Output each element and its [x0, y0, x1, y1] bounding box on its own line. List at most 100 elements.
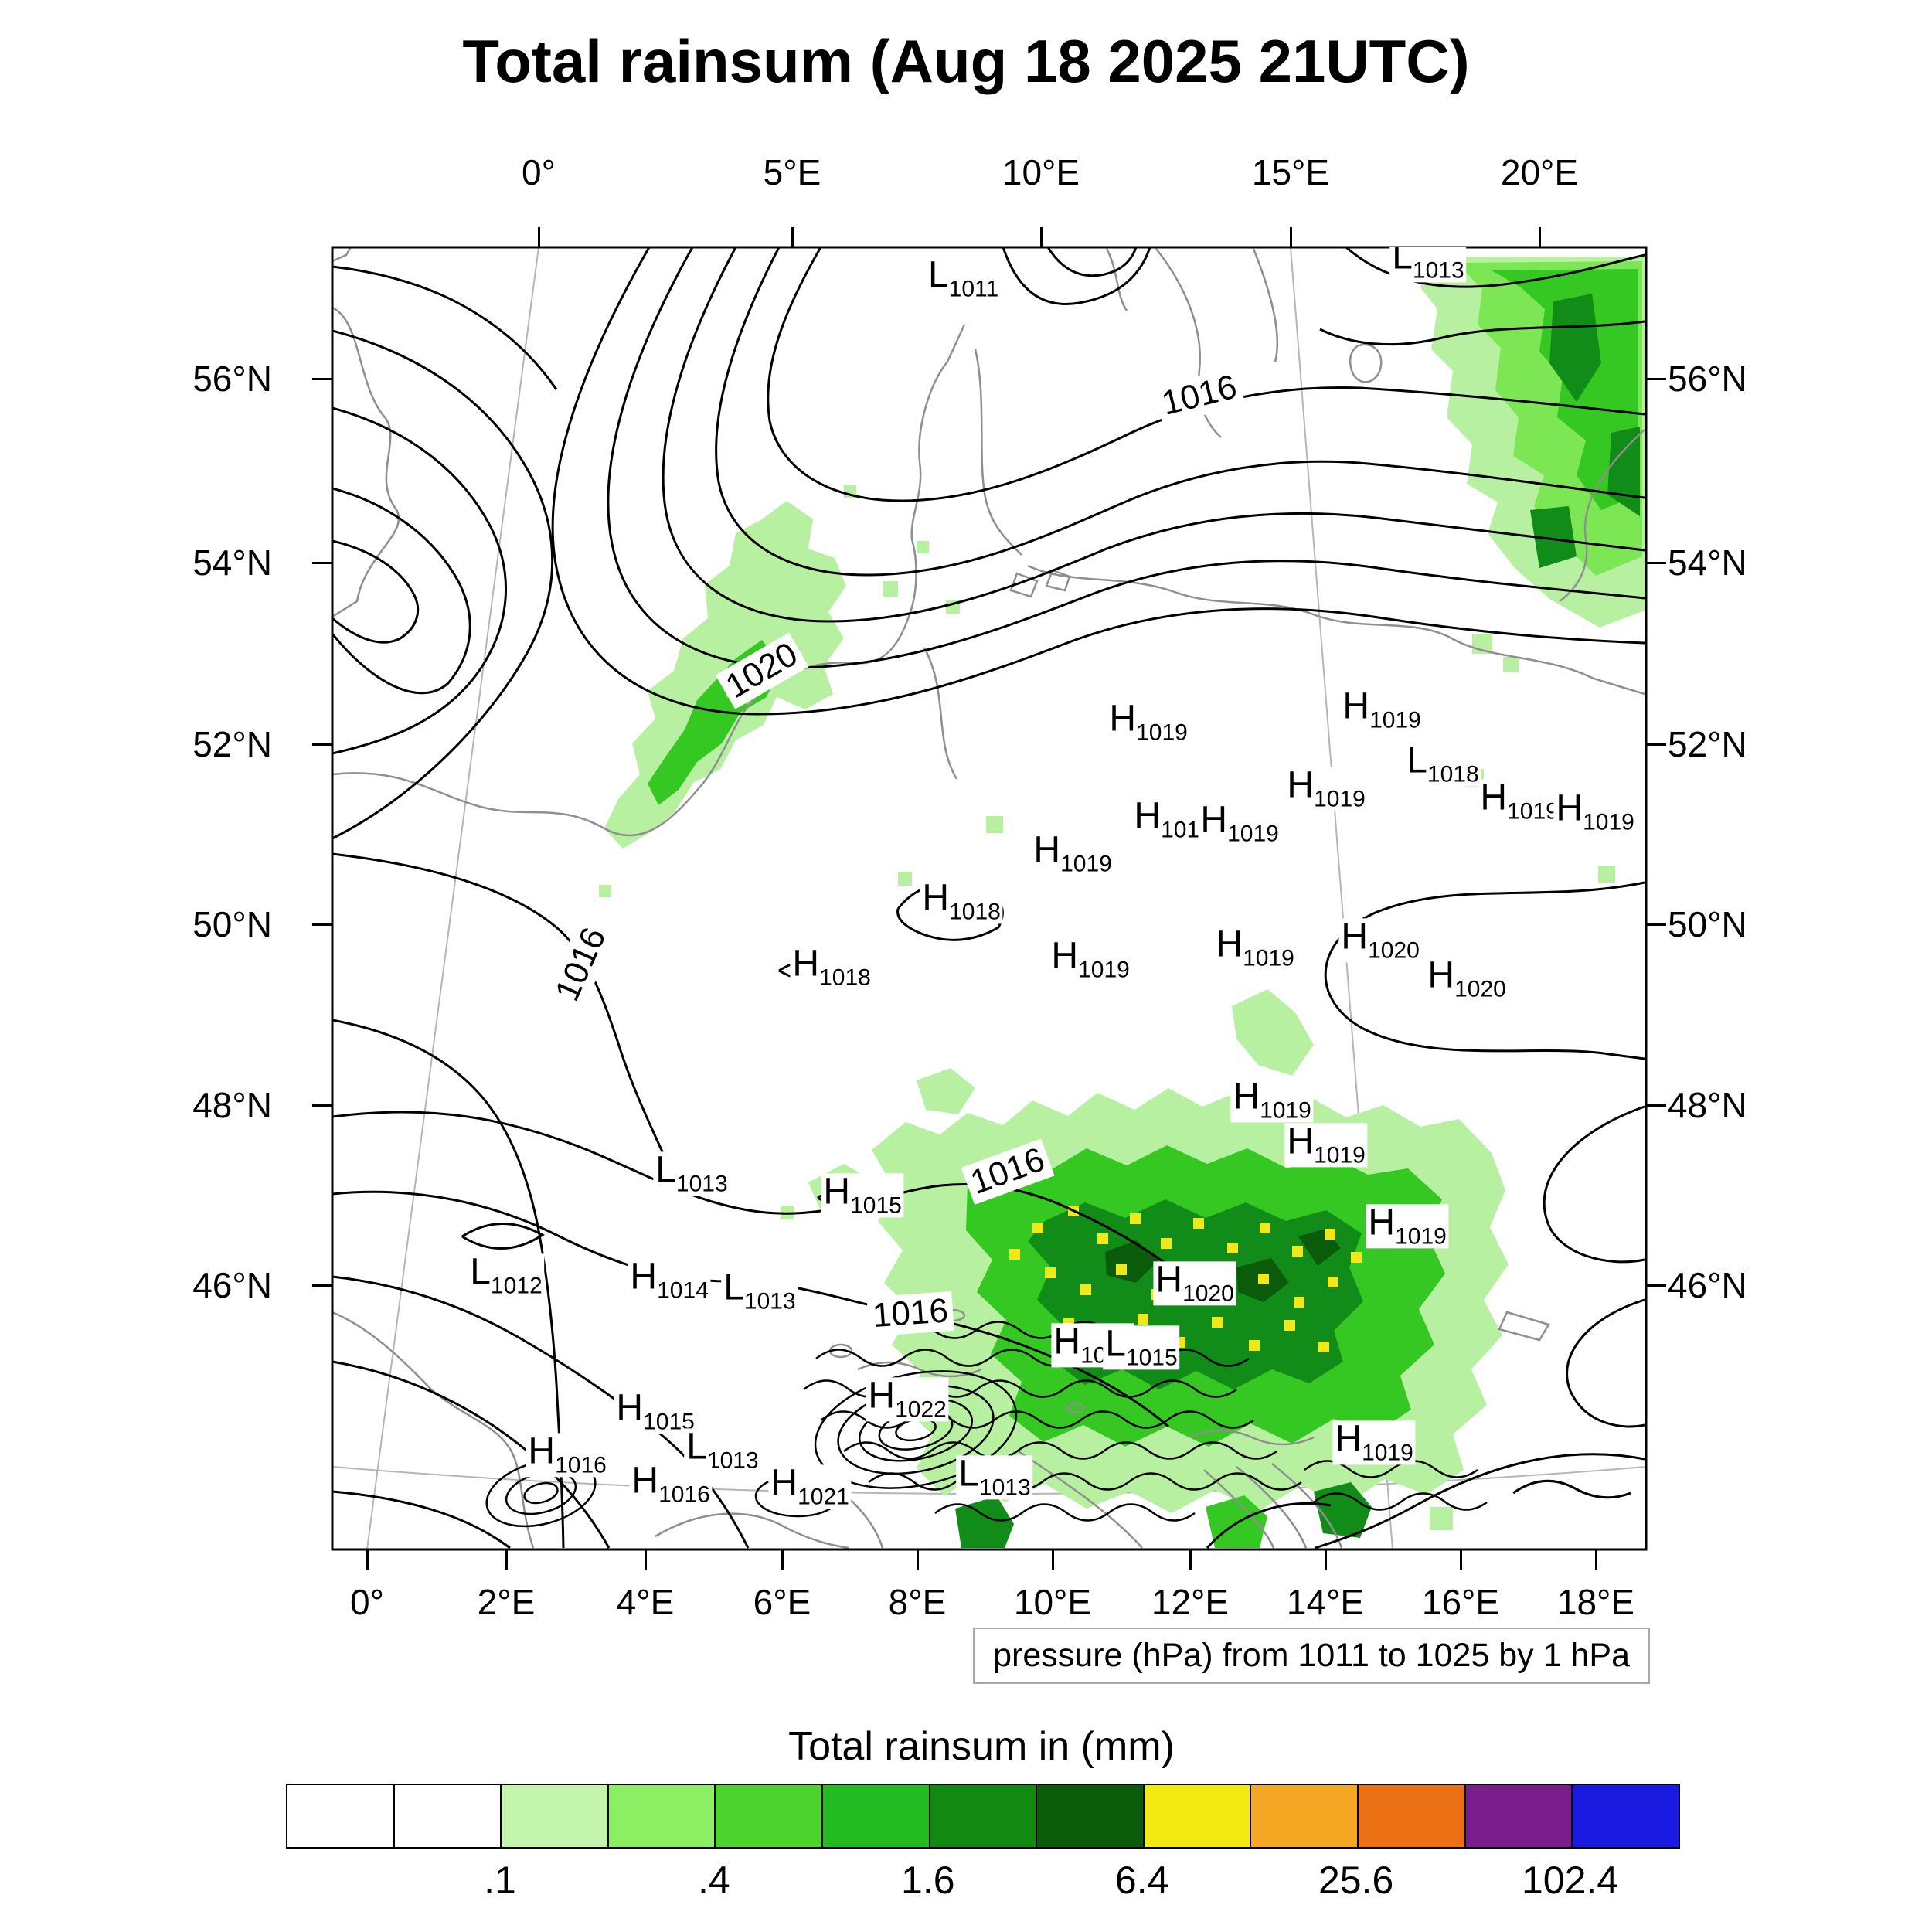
pressure-letter: H: [1033, 829, 1061, 871]
colorbar-segment: [1464, 1785, 1572, 1847]
pressure-letter: H: [1053, 1321, 1081, 1362]
pressure-letter: H: [1109, 698, 1137, 740]
axis-label-longitude-bottom: 2°E: [477, 1582, 536, 1622]
axis-label-latitude-left: 54°N: [192, 543, 272, 583]
axis-label-latitude-right: 46°N: [1668, 1265, 1747, 1305]
page-title: Total rainsum (Aug 18 2025 21UTC): [462, 27, 1470, 95]
colorbar-segment: [1357, 1785, 1464, 1847]
axis-tick: [1538, 227, 1541, 247]
contour-label: 1016: [961, 1138, 1055, 1205]
pressure-center-h: H1019: [1031, 832, 1114, 876]
axis-label-longitude-bottom: 18°E: [1556, 1582, 1635, 1622]
axis-label-longitude-top: 20°E: [1500, 152, 1579, 192]
axis-tick: [1594, 1549, 1597, 1570]
pressure-value: 1016: [555, 1452, 607, 1478]
pressure-letter: H: [1287, 764, 1315, 806]
axis-tick: [916, 1549, 919, 1570]
pressure-center-h: H1019: [1198, 799, 1281, 847]
axis-tick: [1051, 1549, 1054, 1570]
pressure-value: 1011: [948, 276, 999, 302]
axis-label-longitude-bottom: 8°E: [888, 1582, 947, 1622]
axis-label-latitude-left: 50°N: [192, 904, 272, 944]
colorbar-segment: [287, 1785, 393, 1847]
axis-tick: [312, 561, 332, 564]
pressure-letter: L: [723, 1267, 744, 1308]
pressure-value: 1014: [657, 1277, 709, 1304]
pressure-center-h: H1016: [629, 1460, 713, 1508]
pressure-value: 1021: [798, 1484, 849, 1510]
pressure-value: 1019: [1507, 798, 1559, 825]
pressure-center-h: H1021: [768, 1464, 852, 1510]
pressure-letter: H: [631, 1460, 659, 1502]
pressure-value: 1018: [949, 899, 1001, 925]
pressure-value: 1019: [1227, 821, 1279, 847]
pressure-value: 1016: [658, 1481, 710, 1508]
pressure-letter: L: [1392, 247, 1413, 277]
axis-tick: [1646, 743, 1666, 746]
pressure-letter: L: [1105, 1323, 1126, 1365]
axis-label-longitude-bottom: 10°E: [1013, 1582, 1092, 1622]
pressure-center-l: L1015: [1103, 1323, 1180, 1370]
axis-tick: [1646, 1104, 1666, 1107]
pressure-center-l: L1013: [721, 1267, 798, 1314]
pressure-letter: H: [1287, 1121, 1315, 1162]
pressure-caption: pressure (hPa) from 1011 to 1025 by 1 hP…: [973, 1628, 1650, 1684]
pressure-label-layer: 1016 1020 1016 1016 1016 L1011 L1013 H1019 H1019…: [332, 247, 1646, 1549]
pressure-letter: H: [868, 1375, 896, 1417]
pressure-value: 1020: [1454, 976, 1506, 1002]
axis-tick: [312, 377, 332, 380]
pressure-center-h: H1016: [526, 1430, 609, 1478]
axis-label-latitude-right: 48°N: [1668, 1085, 1747, 1125]
pressure-center-h: H1014: [628, 1256, 711, 1304]
axis-tick: [791, 227, 794, 247]
pressure-letter: H: [922, 877, 950, 919]
colorbar-tick-label: .1: [484, 1859, 516, 1902]
contour-label: 1020: [715, 632, 809, 709]
axis-tick: [1289, 227, 1292, 247]
pressure-center-l: L1013: [653, 1151, 730, 1196]
pressure-center-h: H1019: [1107, 698, 1190, 746]
pressure-letter: H: [1480, 777, 1508, 818]
pressure-center-h: H1015: [821, 1171, 904, 1218]
pressure-value: 1020: [1368, 937, 1420, 964]
axis-tick: [1039, 227, 1043, 247]
pressure-center-h: H1018: [920, 877, 1003, 925]
pressure-letter: H: [1200, 799, 1228, 841]
axis-tick: [1189, 1549, 1192, 1570]
colorbar-segment: [607, 1785, 715, 1847]
axis-label-latitude-right: 52°N: [1668, 724, 1747, 764]
axis-label-longitude-top: 0°: [522, 152, 556, 192]
axis-tick: [1459, 1549, 1462, 1570]
pressure-center-h: H1022: [866, 1375, 949, 1422]
pressure-letter: L: [958, 1453, 979, 1495]
pressure-center-h: H1019: [1340, 685, 1423, 733]
colorbar-tick-label: 102.4: [1521, 1859, 1619, 1902]
pressure-value: 1019: [1060, 851, 1112, 877]
pressure-center-h: H1019: [1284, 1121, 1368, 1168]
colorbar-title: Total rainsum in (mm): [788, 1724, 1175, 1769]
contour-label: 1016: [546, 917, 617, 1012]
pressure-letter: H: [1342, 685, 1370, 727]
pressure-letter: H: [630, 1256, 658, 1298]
colorbar-tick-label: 1.6: [901, 1859, 955, 1902]
pressure-letter: H: [792, 943, 820, 985]
pressure-center-h: H1019: [1284, 764, 1368, 811]
pressure-center-h: H1020: [1338, 918, 1422, 964]
pressure-value: 1019: [1314, 1142, 1366, 1168]
pressure-letter: H: [1556, 787, 1583, 829]
pressure-value: 1019: [1260, 1097, 1311, 1124]
axis-label-latitude-left: 52°N: [192, 724, 272, 764]
pressure-center-l: L1013: [1389, 247, 1467, 283]
pressure-center-h: H1019: [1478, 777, 1561, 825]
pressure-center-l: L1011: [925, 257, 1002, 302]
colorbar-tick-label: 6.4: [1114, 1859, 1169, 1902]
pressure-value: 1019: [1136, 719, 1188, 746]
pressure-letter: H: [1233, 1076, 1260, 1117]
pressure-letter: H: [528, 1430, 556, 1472]
pressure-value: 1019: [1078, 957, 1130, 983]
pressure-center-h: H1015: [614, 1389, 697, 1434]
axis-label-longitude-top: 15°E: [1251, 152, 1330, 192]
axis-label-longitude-bottom: 0°: [350, 1582, 384, 1622]
pressure-letter: H: [823, 1171, 851, 1213]
